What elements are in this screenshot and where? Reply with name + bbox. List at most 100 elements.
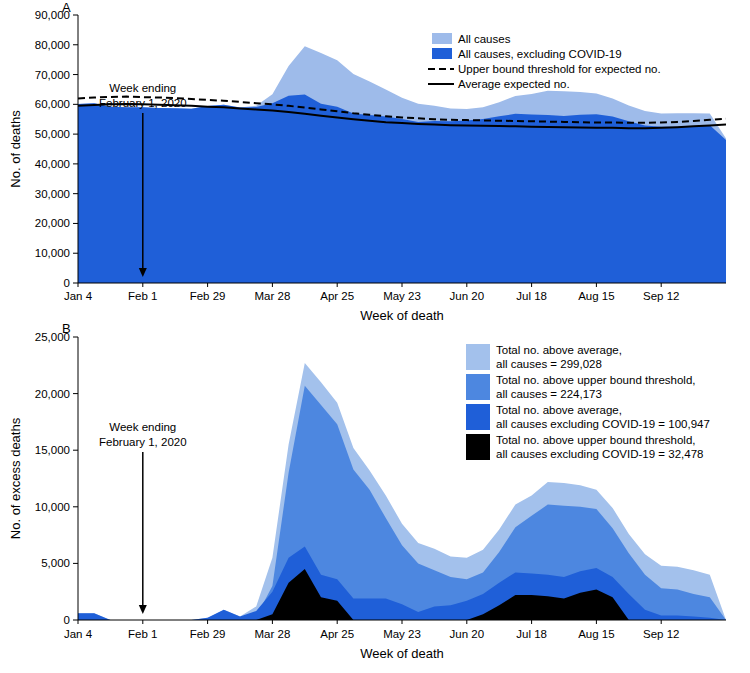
legend-label-line: Total no. above upper bound threshold, bbox=[496, 434, 695, 446]
legend-label: Total no. above upper bound threshold, al… bbox=[496, 434, 703, 460]
x-tick bbox=[337, 620, 338, 624]
plot-area bbox=[78, 363, 726, 620]
legend-label-line: all causes excluding COVID-19 = 100,947 bbox=[496, 418, 710, 430]
legend-line bbox=[428, 83, 454, 85]
x-tick-label: Aug 15 bbox=[578, 628, 614, 640]
x-tick bbox=[142, 283, 143, 287]
legend-label-line: Total no. above upper bound threshold, bbox=[496, 374, 695, 386]
annotation-line: February 1, 2020 bbox=[99, 436, 187, 448]
legend: Total no. above average, all causes = 299… bbox=[466, 344, 710, 460]
y-tick bbox=[73, 104, 78, 105]
annotation: Week ending February 1, 2020 bbox=[99, 421, 187, 448]
annotation-arrow bbox=[142, 452, 144, 606]
y-tick-label: 60,000 bbox=[35, 98, 70, 110]
x-tick-label: Jun 20 bbox=[450, 628, 485, 640]
line-series bbox=[78, 97, 726, 123]
plot-area bbox=[78, 46, 726, 283]
x-tick-label: Aug 15 bbox=[578, 290, 614, 302]
x-tick-label: Jan 4 bbox=[64, 628, 93, 640]
y-tick bbox=[73, 223, 78, 224]
legend-swatch bbox=[432, 33, 452, 44]
y-tick bbox=[73, 44, 78, 45]
legend-label: Total no. above average, all causes exclu… bbox=[496, 404, 710, 430]
y-tick-label: 0 bbox=[64, 614, 70, 626]
x-tick-label: Sep 12 bbox=[643, 628, 679, 640]
area-series bbox=[78, 386, 726, 620]
x-tick bbox=[402, 283, 403, 287]
x-tick bbox=[402, 620, 403, 624]
y-tick bbox=[73, 15, 78, 16]
y-tick-label: 10,000 bbox=[35, 501, 70, 513]
x-tick bbox=[596, 283, 597, 287]
x-tick bbox=[78, 283, 79, 287]
y-axis bbox=[78, 15, 79, 283]
y-tick-label: 20,000 bbox=[35, 388, 70, 400]
y-tick bbox=[73, 393, 78, 394]
area-series bbox=[78, 363, 726, 620]
y-tick-label: 5,000 bbox=[41, 557, 70, 569]
panel-label: A bbox=[62, 0, 71, 15]
y-tick bbox=[73, 620, 78, 621]
x-tick bbox=[337, 283, 338, 287]
legend-line bbox=[428, 68, 454, 70]
y-tick bbox=[73, 450, 78, 451]
y-tick bbox=[73, 283, 78, 284]
legend-swatch bbox=[466, 404, 490, 430]
y-tick-label: 70,000 bbox=[35, 69, 70, 81]
figure: 010,00020,00030,00040,00050,00060,00070,… bbox=[0, 0, 750, 673]
x-tick bbox=[78, 620, 79, 624]
legend-swatch bbox=[466, 344, 490, 370]
x-tick-label: May 23 bbox=[383, 628, 421, 640]
y-tick-label: 30,000 bbox=[35, 188, 70, 200]
x-tick-label: May 23 bbox=[383, 290, 421, 302]
x-tick-label: Jan 4 bbox=[64, 290, 93, 302]
y-tick-label: 40,000 bbox=[35, 158, 70, 170]
x-tick bbox=[272, 283, 273, 287]
y-axis-title: No. of deaths bbox=[8, 110, 23, 188]
legend-label: Average expected no. bbox=[458, 78, 570, 90]
legend-label-line: all causes = 299,028 bbox=[496, 358, 602, 370]
x-tick-label: Feb 1 bbox=[128, 628, 157, 640]
annotation-line: Week ending bbox=[109, 421, 176, 433]
x-tick-label: Mar 28 bbox=[255, 628, 291, 640]
area-series bbox=[78, 46, 726, 283]
annotation: Week endingFebruary 1, 2020 bbox=[99, 82, 187, 109]
legend-label: Total no. above average, all causes = 299… bbox=[496, 344, 622, 370]
x-tick bbox=[661, 620, 662, 624]
x-tick-label: Jun 20 bbox=[450, 290, 485, 302]
y-tick bbox=[73, 253, 78, 254]
y-axis-title: No. of excess deaths bbox=[8, 417, 23, 539]
x-tick bbox=[207, 283, 208, 287]
y-tick-label: 15,000 bbox=[35, 444, 70, 456]
x-tick bbox=[531, 283, 532, 287]
legend-label: Total no. above upper bound threshold, al… bbox=[496, 374, 695, 400]
panel: 05,00010,00015,00020,00025,000Jan 4Feb 1… bbox=[8, 321, 726, 661]
area-series bbox=[78, 546, 726, 620]
annotation-arrow bbox=[142, 113, 144, 269]
y-tick-label: 80,000 bbox=[35, 39, 70, 51]
y-tick-label: 0 bbox=[64, 277, 70, 289]
legend-label: Upper bound threshold for expected no. bbox=[458, 63, 661, 75]
legend-swatch bbox=[466, 374, 490, 400]
y-tick bbox=[73, 337, 78, 338]
x-tick bbox=[207, 620, 208, 624]
annotation-line: February 1, 2020 bbox=[99, 97, 187, 109]
x-tick bbox=[466, 283, 467, 287]
x-tick-label: Apr 25 bbox=[320, 628, 354, 640]
legend-label-line: Total no. above average, bbox=[496, 404, 622, 416]
x-tick bbox=[466, 620, 467, 624]
y-tick bbox=[73, 563, 78, 564]
legend-label-line: Average expected no. bbox=[458, 78, 570, 90]
x-tick bbox=[142, 620, 143, 624]
y-tick bbox=[73, 506, 78, 507]
x-tick bbox=[272, 620, 273, 624]
legend-label-line: all causes = 224,173 bbox=[496, 388, 602, 400]
legend-label-line: Total no. above average, bbox=[496, 344, 622, 356]
x-tick bbox=[596, 620, 597, 624]
legend: All causesAll causes, excluding COVID-19… bbox=[428, 33, 661, 90]
annotation-arrowhead bbox=[139, 605, 147, 614]
y-tick bbox=[73, 193, 78, 194]
y-tick-label: 20,000 bbox=[35, 217, 70, 229]
legend-label-line: all causes excluding COVID-19 = 32,478 bbox=[496, 448, 703, 460]
panel: 010,00020,00030,00040,00050,00060,00070,… bbox=[8, 0, 726, 323]
